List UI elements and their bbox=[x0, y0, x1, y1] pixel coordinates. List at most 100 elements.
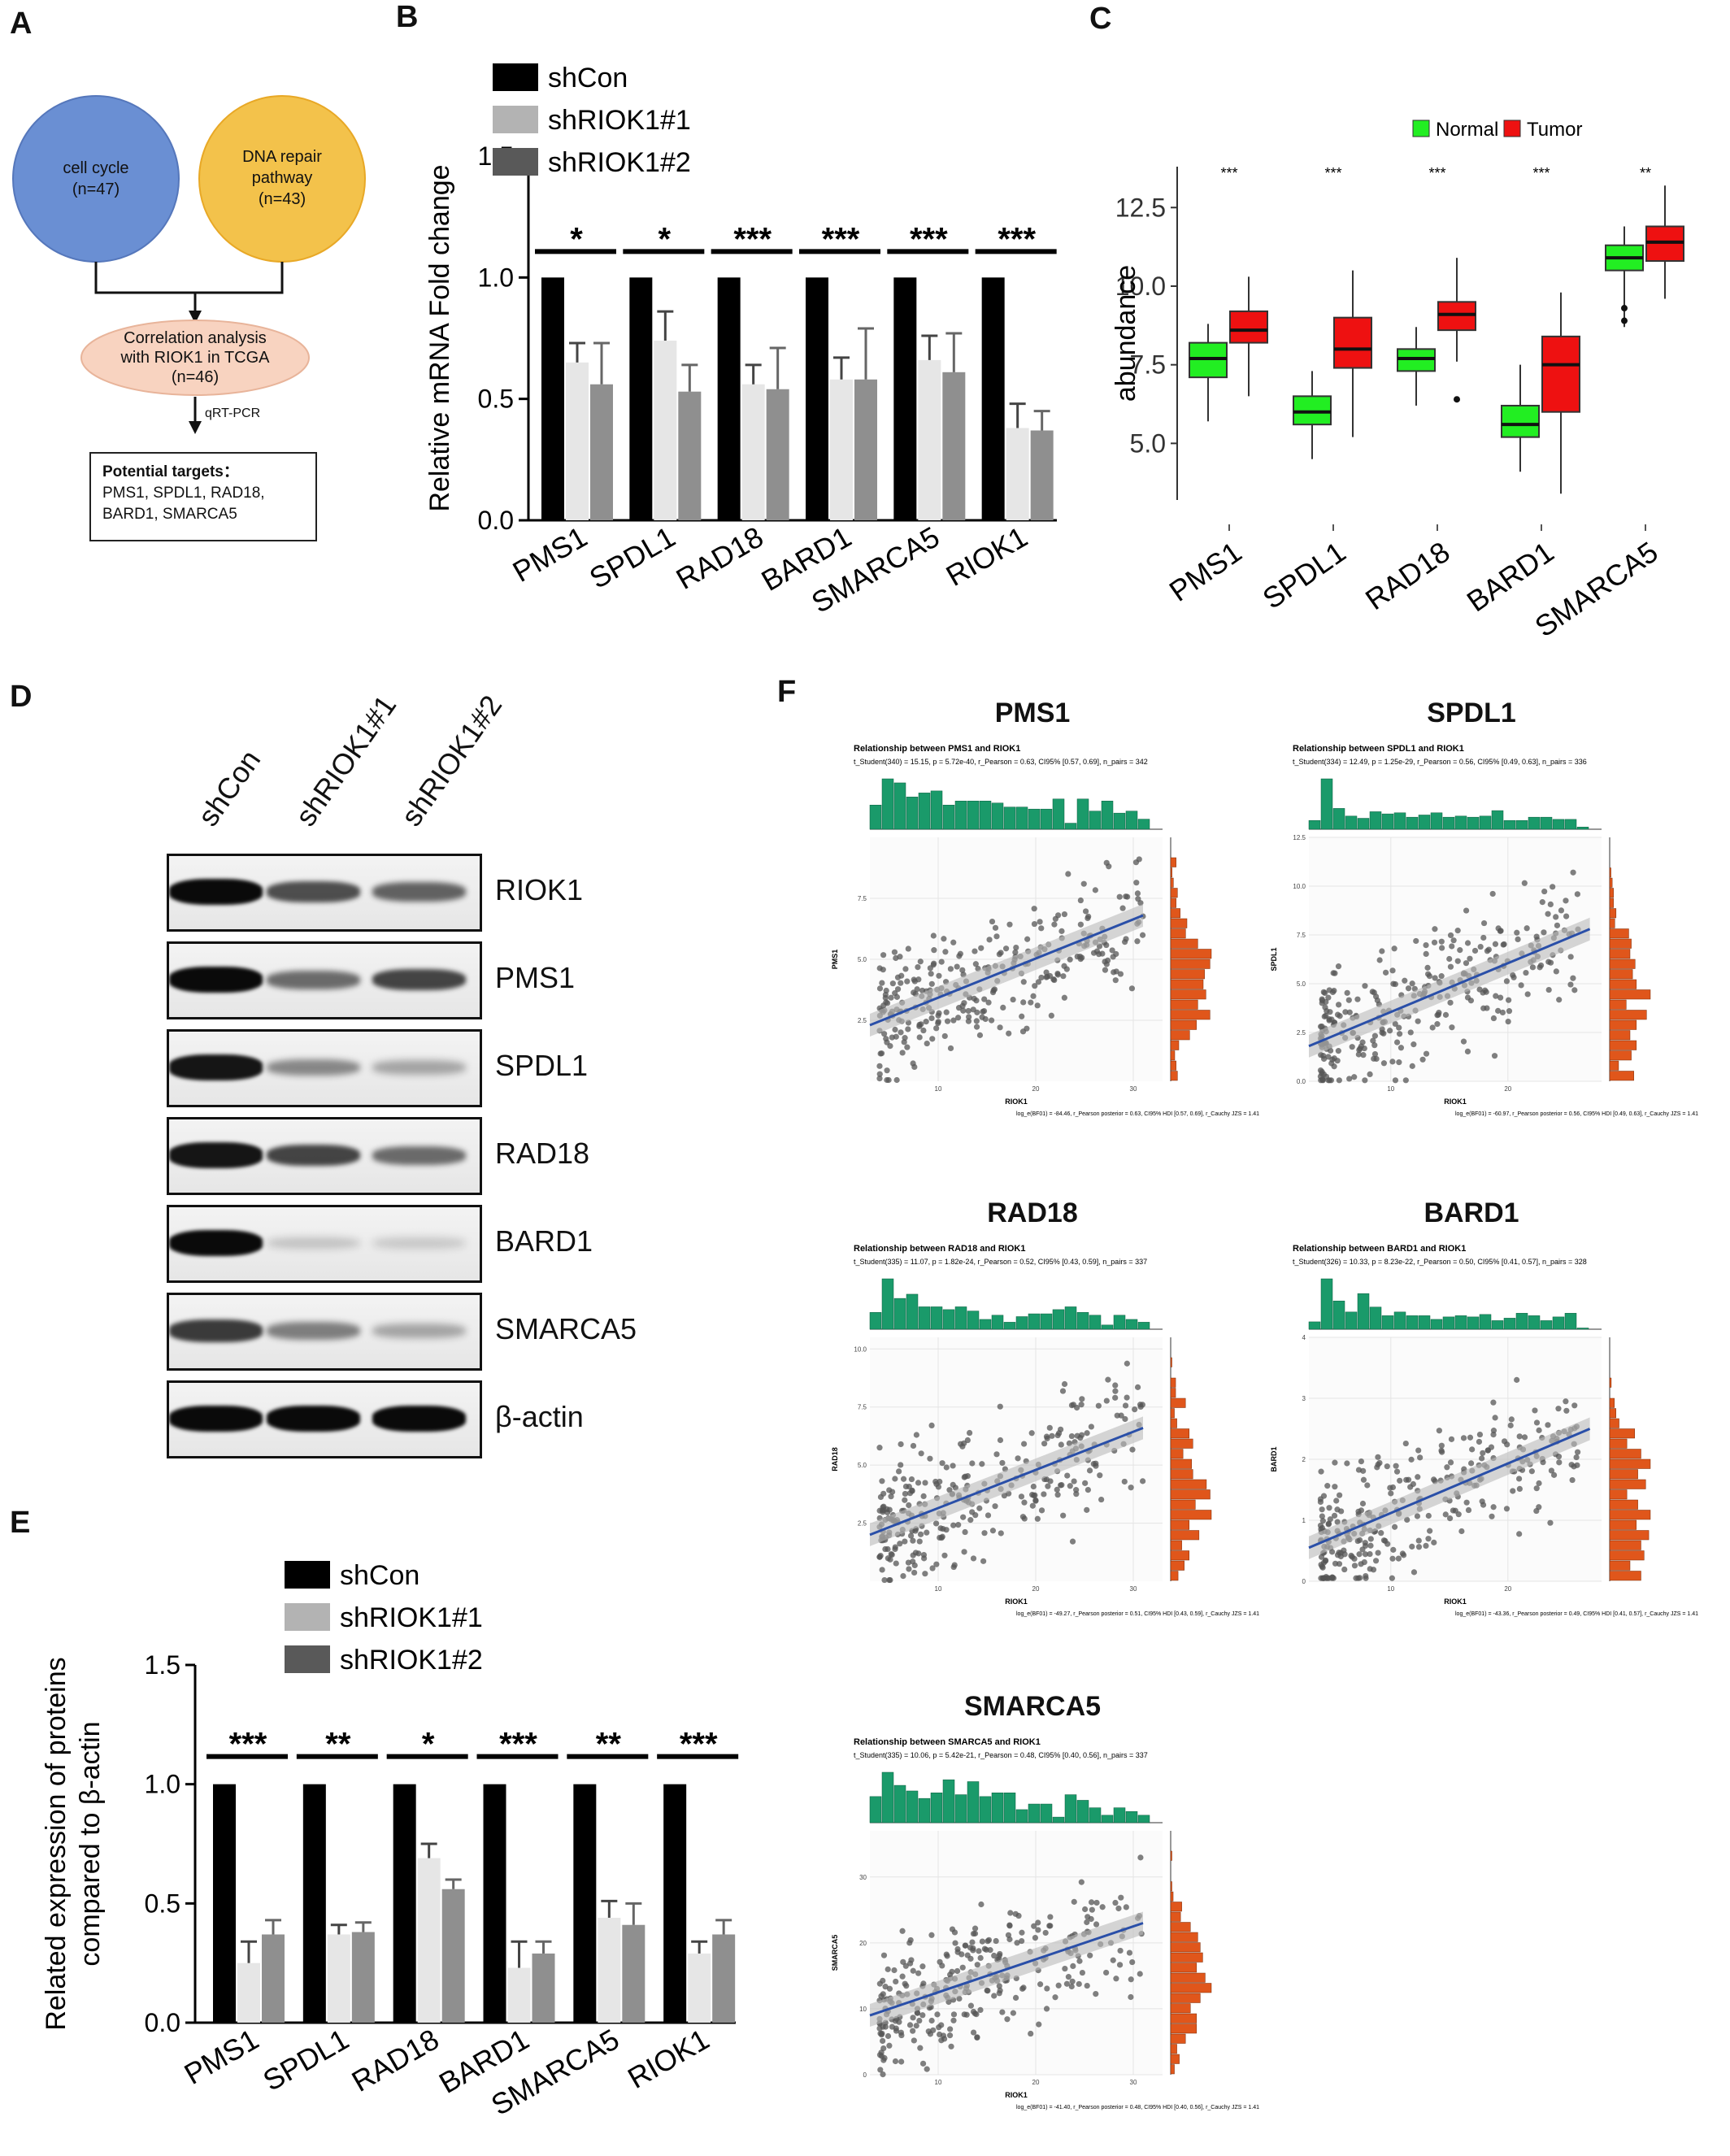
significance-stars: *** bbox=[910, 221, 948, 257]
top-histogram-bar bbox=[1515, 1313, 1528, 1330]
dna-repair-count: (n=43) bbox=[258, 190, 306, 208]
right-histogram-bar bbox=[1609, 928, 1629, 939]
scatter-point bbox=[1104, 957, 1111, 963]
legend-label: shRIOK1#1 bbox=[340, 1602, 483, 1633]
scatter-point bbox=[904, 1044, 911, 1050]
scatter-point bbox=[889, 980, 896, 987]
right-histogram-bar bbox=[1609, 1040, 1637, 1050]
scatter-point bbox=[1076, 1980, 1082, 1988]
scatter-point bbox=[911, 2037, 917, 2044]
bar bbox=[351, 1932, 375, 2023]
scatter-point bbox=[1555, 1406, 1562, 1412]
scatter-point bbox=[941, 1552, 948, 1558]
scatter-point bbox=[980, 1558, 987, 1564]
scatter-point bbox=[1439, 1449, 1445, 1455]
scatter-point bbox=[1491, 1053, 1498, 1059]
scatter-point bbox=[902, 1483, 910, 1490]
scatter-point bbox=[1334, 1519, 1341, 1525]
scatter-point bbox=[1006, 1923, 1013, 1929]
scatter-point bbox=[1337, 1553, 1344, 1560]
scatter-point bbox=[1060, 973, 1067, 980]
scatter-point bbox=[885, 1545, 891, 1553]
scatter-point bbox=[1376, 1459, 1383, 1467]
top-histogram-bar bbox=[1381, 813, 1394, 830]
scatter-point bbox=[1524, 925, 1530, 932]
top-histogram-bar bbox=[1101, 1324, 1114, 1330]
legend-label: Tumor bbox=[1527, 119, 1582, 141]
x-tick-label: 30 bbox=[1130, 2079, 1137, 2086]
scatter-point bbox=[946, 1487, 953, 1493]
category-label: SPDL1 bbox=[258, 2022, 354, 2097]
right-histogram-bar bbox=[1609, 1377, 1612, 1388]
scatter-point bbox=[964, 1473, 971, 1480]
scatter-point bbox=[1007, 1910, 1014, 1916]
top-histogram-bar bbox=[1076, 1800, 1089, 1823]
scatter-point bbox=[1067, 1483, 1073, 1489]
scatter-point bbox=[893, 1560, 899, 1567]
scatter-stats: t_Student(334) = 12.49, p = 1.25e-29, r_… bbox=[1293, 758, 1587, 766]
scatter-point bbox=[1028, 999, 1034, 1006]
scatter-point bbox=[1393, 1039, 1401, 1045]
top-histogram-bar bbox=[893, 1298, 906, 1330]
scatter-point bbox=[889, 2023, 895, 2030]
scatter-point bbox=[981, 996, 988, 1002]
scatter-point bbox=[1325, 1520, 1332, 1527]
significance-stars: *** bbox=[1220, 165, 1237, 181]
scatter-bayes: log_e(BF01) = -41.40, r_Pearson posterio… bbox=[1016, 2105, 1259, 2110]
scatter-point bbox=[1329, 989, 1337, 996]
scatter-point bbox=[1061, 994, 1067, 1001]
x-axis-label: RIOK1 bbox=[1005, 2091, 1028, 2099]
top-histogram-bar bbox=[1552, 819, 1565, 830]
scatter-point bbox=[1537, 964, 1543, 971]
scatter-point bbox=[893, 1978, 899, 1985]
scatter-point bbox=[932, 1520, 940, 1527]
scatter-point bbox=[969, 1460, 976, 1467]
right-histogram-bar bbox=[1170, 867, 1172, 878]
category-label: RAD18 bbox=[346, 2022, 445, 2098]
scatter-point bbox=[1515, 1476, 1523, 1482]
scatter-point bbox=[1447, 1459, 1454, 1466]
scatter-point bbox=[1076, 1958, 1083, 1964]
bar bbox=[766, 389, 789, 520]
scatter-point bbox=[979, 1461, 985, 1467]
scatter-point bbox=[962, 1942, 968, 1949]
blot-band bbox=[267, 1406, 360, 1432]
legend-swatch bbox=[285, 1603, 330, 1631]
scatter-point bbox=[1335, 1048, 1341, 1054]
scatter-point bbox=[1320, 1493, 1328, 1499]
scatter-point bbox=[1082, 908, 1089, 915]
scatter-point bbox=[1105, 1376, 1111, 1383]
scatter-point bbox=[1490, 1428, 1497, 1434]
scatter-point bbox=[1014, 1940, 1020, 1946]
right-histogram-bar bbox=[1609, 1479, 1646, 1489]
top-histogram-bar bbox=[1576, 1328, 1589, 1330]
top-histogram-bar bbox=[1528, 816, 1541, 830]
scatter-point bbox=[1322, 989, 1328, 997]
scatter-point bbox=[1317, 1067, 1324, 1074]
top-histogram-bar bbox=[954, 1306, 967, 1330]
scatter-point bbox=[936, 1010, 942, 1016]
scatter-point bbox=[876, 985, 884, 992]
scatter-point bbox=[1518, 982, 1524, 989]
top-histogram-bar bbox=[954, 1794, 967, 1823]
scatter-point bbox=[1373, 1055, 1380, 1063]
scatter-point bbox=[1419, 1056, 1426, 1063]
scatter-point bbox=[1431, 939, 1438, 945]
top-histogram-bar bbox=[1089, 1315, 1102, 1330]
top-histogram-bar bbox=[1015, 806, 1028, 830]
scatter-point bbox=[1132, 1406, 1138, 1413]
scatter-point bbox=[973, 1018, 980, 1024]
scatter-point bbox=[1384, 1541, 1391, 1547]
right-histogram-bar bbox=[1170, 1050, 1176, 1061]
scatter-point bbox=[1012, 949, 1019, 955]
scatter-point bbox=[1061, 963, 1067, 969]
scatter-point bbox=[1380, 1060, 1388, 1067]
scatter-point bbox=[957, 950, 963, 957]
scatter-point bbox=[1395, 1555, 1402, 1562]
regression-line bbox=[1308, 1428, 1591, 1550]
scatter-point bbox=[944, 1018, 951, 1024]
top-histogram-bar bbox=[1040, 1803, 1053, 1823]
scatter-point bbox=[985, 1988, 991, 1994]
top-histogram-bar bbox=[1430, 812, 1443, 830]
scatter-point bbox=[1046, 1424, 1053, 1431]
